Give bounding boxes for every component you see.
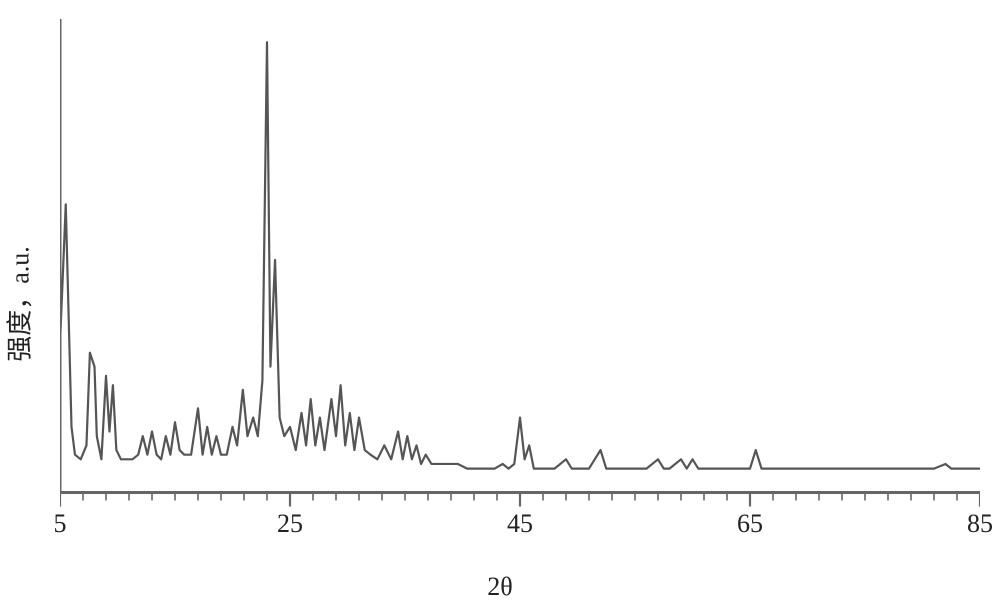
x-tick-label: 45 [507,509,533,539]
xrd-chart: 强度，a.u. 5 25 45 65 85 2θ [0,0,1000,608]
x-tick-label: 5 [54,509,67,539]
xrd-trace [60,42,980,468]
plot-svg [60,15,980,515]
y-axis-label-text: 强度，a.u. [6,246,35,362]
plot-area [60,15,980,515]
x-tick-label: 65 [737,509,763,539]
y-axis-label: 强度，a.u. [0,246,37,362]
x-tick-label: 85 [967,509,993,539]
x-axis-label: 2θ [487,572,512,602]
x-axis-label-text: 2θ [487,572,512,601]
x-tick-label: 25 [277,509,303,539]
